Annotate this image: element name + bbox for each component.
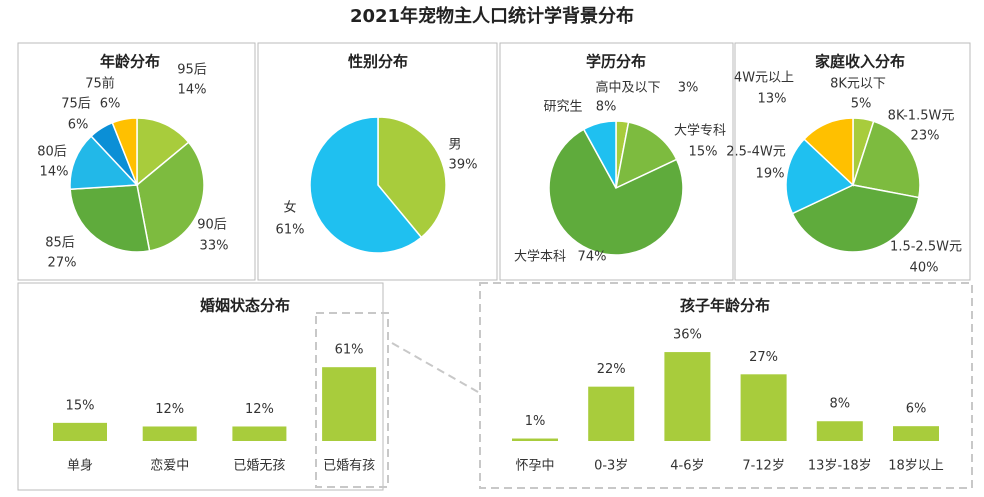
bar-value-label: 22% <box>597 362 626 377</box>
pie-slice <box>69 135 139 191</box>
bar-value-label: 36% <box>673 328 702 343</box>
bar <box>893 426 939 441</box>
chart-title: 年龄分布 <box>100 53 160 71</box>
bar <box>322 367 377 441</box>
pie-slice <box>614 121 678 190</box>
pie-slice <box>309 116 423 254</box>
slice-value-label: 13% <box>758 92 787 107</box>
slice-label: 4W元以上 <box>734 71 794 86</box>
panel <box>499 42 734 281</box>
pie-slice <box>136 141 205 252</box>
slice-label: 高中及以下 <box>595 80 660 96</box>
slice-value-label: 27% <box>48 256 77 271</box>
slice-value-label: 74% <box>578 250 607 265</box>
panel <box>734 42 971 281</box>
slice-label: 8K元以下 <box>830 77 886 92</box>
panel <box>257 42 498 281</box>
panel <box>17 282 384 491</box>
slice-label: 95后 <box>177 63 207 78</box>
bar-value-label: 1% <box>525 414 546 429</box>
pie-slice <box>136 117 190 187</box>
bar <box>232 426 287 441</box>
slice-label: 8K-1.5W元 <box>888 109 955 124</box>
bar-value-label: 27% <box>749 350 778 365</box>
x-tick-label: 恋爱中 <box>150 458 189 474</box>
slice-label: 75前 <box>85 76 115 92</box>
pie-slice <box>377 116 447 239</box>
slice-value-label: 6% <box>100 97 121 112</box>
connector <box>391 342 479 393</box>
highlight-box <box>315 312 389 488</box>
x-tick-label: 已婚有孩 <box>323 459 375 474</box>
x-tick-label: 0-3岁 <box>594 459 628 474</box>
slice-value-label: 39% <box>449 158 478 173</box>
bar-value-label: 12% <box>245 402 274 417</box>
bar <box>512 438 558 441</box>
bar-value-label: 61% <box>335 343 364 358</box>
bar-value-label: 8% <box>829 397 850 412</box>
chart-title: 性别分布 <box>348 53 408 71</box>
slice-value-label: 3% <box>678 81 699 96</box>
pie-slice <box>111 117 138 186</box>
slice-label: 大学专科 <box>674 123 726 139</box>
x-tick-label: 4-6岁 <box>670 459 704 474</box>
chart-title: 婚姻状态分布 <box>200 297 290 315</box>
bar <box>664 352 711 441</box>
pie-slice <box>548 128 684 256</box>
slice-label: 女 <box>283 200 296 216</box>
slice-label: 80后 <box>37 145 67 160</box>
slice-value-label: 14% <box>178 83 207 98</box>
x-tick-label: 7-12岁 <box>742 459 785 474</box>
slice-label: 研究生 <box>543 100 582 115</box>
x-tick-label: 怀孕中 <box>515 459 554 474</box>
slice-value-label: 6% <box>68 118 89 133</box>
bar-value-label: 15% <box>66 398 95 413</box>
bar <box>740 374 787 441</box>
x-tick-label: 已婚无孩 <box>233 459 285 474</box>
chart-title: 学历分布 <box>586 53 646 71</box>
main-title: 2021年宠物主人口统计学背景分布 <box>350 5 634 27</box>
pie-slice <box>582 120 617 189</box>
bar <box>53 422 107 441</box>
x-tick-label: 13岁-18岁 <box>808 459 872 474</box>
bar <box>816 421 863 441</box>
slice-value-label: 23% <box>911 129 940 144</box>
slice-label: 1.5-2.5W元 <box>890 240 962 255</box>
highlight-panel <box>479 282 973 489</box>
slice-value-label: 14% <box>40 165 69 180</box>
slice-value-label: 61% <box>276 223 305 238</box>
bar-value-label: 12% <box>155 402 184 417</box>
x-tick-label: 18岁以上 <box>888 459 944 474</box>
slice-label: 男 <box>448 138 461 153</box>
pie-slice <box>785 138 855 215</box>
slice-label: 2.5-4W元 <box>726 145 786 160</box>
slice-label: 75后 <box>61 97 91 112</box>
pie-slice <box>803 117 854 187</box>
x-tick-label: 单身 <box>67 458 93 474</box>
slice-value-label: 33% <box>200 239 229 254</box>
pie-slice <box>852 120 921 199</box>
chart-title: 家庭收入分布 <box>815 53 905 71</box>
panel <box>17 42 256 281</box>
slice-value-label: 5% <box>851 97 872 112</box>
slice-value-label: 19% <box>756 167 785 182</box>
slice-value-label: 15% <box>689 145 718 160</box>
slice-value-label: 40% <box>910 261 939 276</box>
slice-value-label: 8% <box>596 100 617 115</box>
bar <box>142 426 197 441</box>
chart-title: 孩子年龄分布 <box>680 297 770 315</box>
slice-label: 85后 <box>45 236 75 251</box>
slice-label: 90后 <box>197 218 227 233</box>
pie-slice <box>791 184 920 253</box>
slice-label: 大学本科 <box>514 249 566 265</box>
bar-value-label: 6% <box>906 402 927 417</box>
bar <box>588 386 635 441</box>
pie-slice <box>69 184 151 253</box>
